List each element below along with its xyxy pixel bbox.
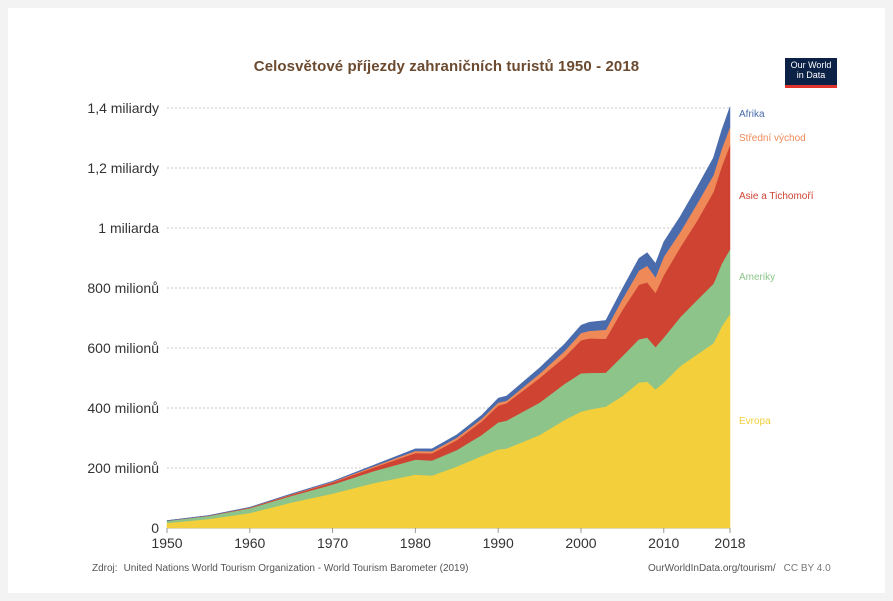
y-tick-label: 1,2 miliardy [87, 160, 159, 176]
y-tick-label: 1,4 miliardy [87, 100, 159, 116]
x-tick-label: 2000 [565, 535, 596, 551]
x-tick-label: 1960 [234, 535, 265, 551]
x-tick-label: 2010 [648, 535, 679, 551]
x-axis-ticks: 1950 1960 1970 1980 1990 2000 2010 2018 [151, 528, 746, 551]
series-label: Ameriky [739, 272, 775, 283]
x-tick-label: 2018 [714, 535, 745, 551]
series-label: Střední východ [739, 133, 806, 144]
logo-line-1: Our World [790, 60, 832, 70]
source-label: Zdroj: [92, 563, 118, 574]
area-afrika [166, 106, 731, 521]
y-tick-label: 1 miliarda [98, 220, 159, 236]
series-label: Evropa [739, 416, 771, 427]
series-labels: Evropa Ameriky Asie a Tichomoří Střední výc… [739, 109, 814, 427]
x-tick-label: 1970 [317, 535, 348, 551]
series-label: Afrika [739, 109, 765, 120]
x-tick-label: 1980 [400, 535, 431, 551]
series-label: Asie a Tichomoří [739, 191, 814, 202]
x-tick-label: 1990 [483, 535, 514, 551]
area-series [166, 106, 731, 529]
credit-url[interactable]: OurWorldInData.org/tourism/ [648, 563, 776, 574]
source-note: Zdroj: United Nations World Tourism Organ… [92, 563, 469, 574]
credit-note: OurWorldInData.org/tourism/CC BY 4.0 [648, 563, 831, 574]
logo-line-2: in Data [796, 70, 826, 80]
y-tick-label: 800 milionů [87, 280, 159, 296]
y-tick-label: 200 milionů [87, 460, 159, 476]
y-tick-label: 400 milionů [87, 400, 159, 416]
owid-logo[interactable]: Our World in Data [785, 58, 837, 88]
y-tick-label: 600 milionů [87, 340, 159, 356]
license-text: CC BY 4.0 [783, 563, 831, 574]
source-text: United Nations World Tourism Organizatio… [123, 563, 469, 574]
chart-title: Celosvětové příjezdy zahraničních turist… [253, 58, 640, 75]
y-axis-ticks: 0 200 milionů 400 milionů 600 milionů 800 mi… [87, 100, 159, 536]
y-tick-label: 0 [151, 520, 159, 536]
x-tick-label: 1950 [151, 535, 182, 551]
